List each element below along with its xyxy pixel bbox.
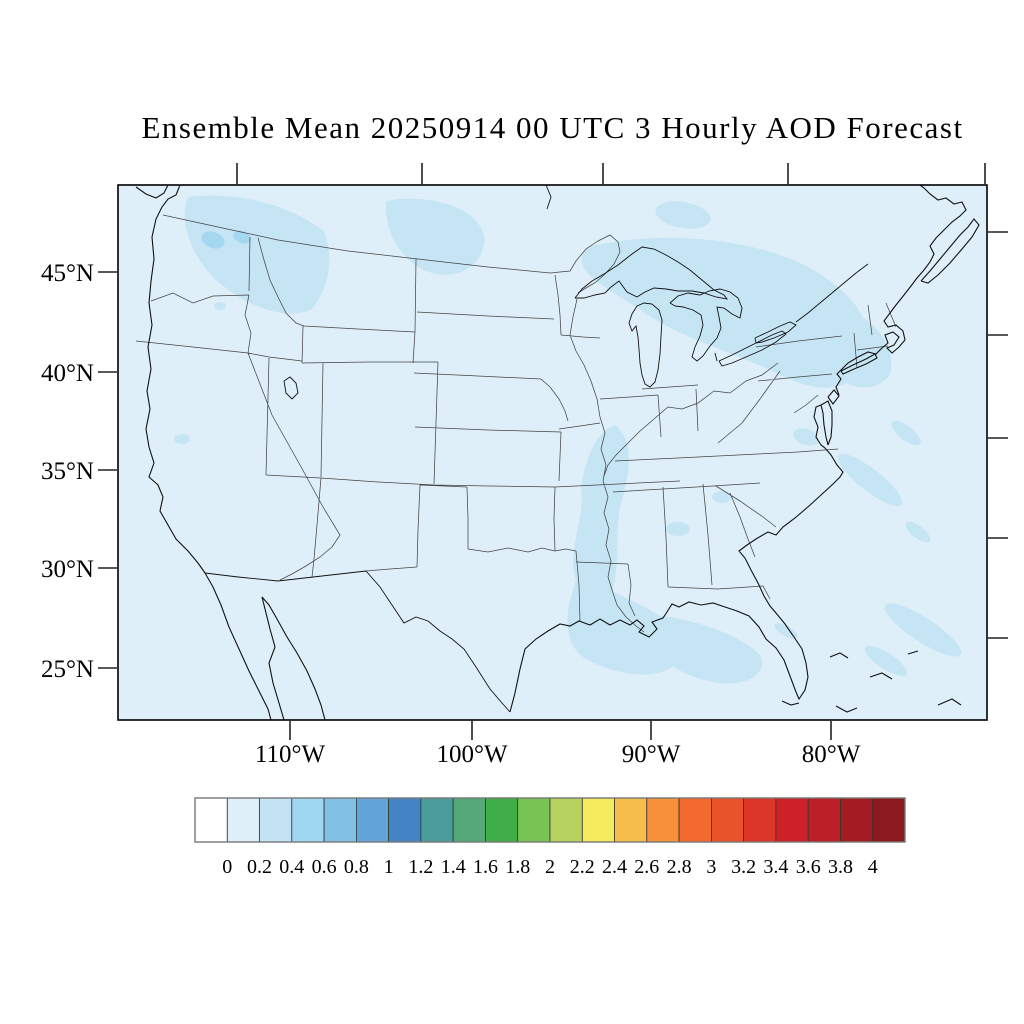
colorbar-segment	[743, 797, 777, 843]
lat-tick-label: 25°N	[41, 656, 94, 683]
colorbar-segment	[711, 797, 745, 843]
aod-darker-spots	[201, 230, 251, 249]
colorbar-tick-label: 2.8	[667, 856, 692, 878]
lon-tick-label: 90°W	[622, 741, 681, 768]
aod-patch-georgia-spot	[712, 491, 732, 503]
colorbar-segment	[452, 797, 486, 843]
colorbar-segment	[323, 797, 357, 843]
state-borders	[135, 214, 897, 633]
aod-patch-atlantic-4	[884, 603, 962, 657]
aod-patch-ontario	[655, 201, 711, 229]
colorbar-segment	[291, 797, 325, 843]
aod-patch-california-spot	[174, 434, 190, 444]
colorbar-segment	[775, 797, 809, 843]
aod-patch-atlantic-5	[864, 645, 908, 677]
colorbar-segment	[259, 797, 293, 843]
colorbar-segment	[614, 797, 648, 843]
aod-patch-atlantic-1	[837, 453, 903, 507]
colorbar-segment	[549, 797, 583, 843]
aod-spot-washington	[201, 231, 225, 249]
colorbar-tick-label: 4	[868, 856, 878, 878]
aod-patch-gulf	[652, 615, 762, 684]
aod-patch-great-lakes	[581, 237, 869, 388]
colorbar-tick-label: 0	[222, 856, 232, 878]
axis-ticks	[98, 163, 1008, 740]
latitude-axis: 45°N 40°N 35°N 30°N 25°N	[41, 260, 94, 683]
colorbar-frame	[194, 797, 906, 843]
colorbar-tick-label: 3.4	[763, 856, 788, 878]
lat-tick-label: 45°N	[41, 260, 94, 287]
colorbar-segment	[485, 797, 519, 843]
colorbar-tick-label: 1.2	[408, 856, 433, 878]
colorbar-segment	[420, 797, 454, 843]
us-mexico-border	[204, 570, 511, 713]
colorbar-tick-label: 3.2	[731, 856, 756, 878]
aod-patch-alabama-spot	[666, 522, 690, 536]
aod-shaded-regions	[174, 195, 962, 684]
colorbar-tick-label: 1	[384, 856, 394, 878]
map-frame	[117, 184, 988, 721]
colorbar-tick-label: 0.4	[279, 856, 304, 878]
colorbar-segment	[646, 797, 680, 843]
colorbar-tick-label: 0.8	[344, 856, 369, 878]
colorbar-segment	[678, 797, 712, 843]
coastline	[135, 185, 980, 720]
lat-tick-label: 35°N	[41, 458, 94, 485]
aod-patch-atlantic-2	[891, 420, 921, 446]
lon-tick-label: 110°W	[255, 741, 326, 768]
colorbar-tick-label: 2.4	[602, 856, 627, 878]
colorbar-segment	[581, 797, 615, 843]
lon-tick-label: 80°W	[802, 741, 861, 768]
aod-patch-atlantic-3	[905, 521, 931, 543]
aod-spot-idaho	[233, 230, 251, 244]
colorbar-tick-label: 2	[545, 856, 555, 878]
plot-title: Ensemble Mean 20250914 00 UTC 3 Hourly A…	[141, 110, 964, 145]
great-lakes-outline	[283, 185, 869, 400]
colorbar-segment	[226, 797, 261, 843]
colorbar-segment	[872, 797, 906, 843]
colorbar-segment	[517, 797, 551, 843]
colorbar-tick-label: 1.6	[473, 856, 498, 878]
colorbar-tick-label: 0.2	[247, 856, 272, 878]
colorbar-tick-label: 3	[706, 856, 716, 878]
aod-patch-pacific-northwest	[184, 195, 330, 314]
colorbar-tick-label: 2.2	[570, 856, 595, 878]
colorbar-tick-label: 1.8	[505, 856, 530, 878]
aod-patch-northeast	[803, 301, 892, 388]
colorbar-tick-label: 3.8	[828, 856, 853, 878]
colorbar-tick-label: 3.6	[796, 856, 821, 878]
aod-patch-florida-offshore	[774, 623, 798, 639]
colorbar-segment	[388, 797, 422, 843]
lat-tick-label: 30°N	[41, 556, 94, 583]
colorbar	[194, 797, 906, 843]
aod-patch-chesapeake-spot	[793, 428, 819, 446]
colorbar-labels: 0 0.2 0.4 0.6 0.8 1 1.2 1.4 1.6 1.8 2 2.…	[222, 856, 877, 878]
aod-patch-montana-dakota	[385, 198, 485, 275]
colorbar-segment	[807, 797, 841, 843]
aod-patch-mississippi-valley	[567, 425, 684, 675]
colorbar-tick-label: 0.6	[312, 856, 337, 878]
colorbar-tick-label: 1.4	[441, 856, 466, 878]
longitude-axis: 110°W 100°W 90°W 80°W	[255, 741, 861, 768]
colorbar-segment	[840, 797, 874, 843]
colorbar-segment	[355, 797, 390, 843]
colorbar-segment	[194, 797, 228, 843]
aod-patch-oregon-spot	[214, 302, 226, 310]
map-canvas	[118, 185, 987, 720]
lat-tick-label: 40°N	[41, 360, 94, 387]
lon-tick-label: 100°W	[436, 741, 507, 768]
colorbar-tick-label: 2.6	[634, 856, 659, 878]
